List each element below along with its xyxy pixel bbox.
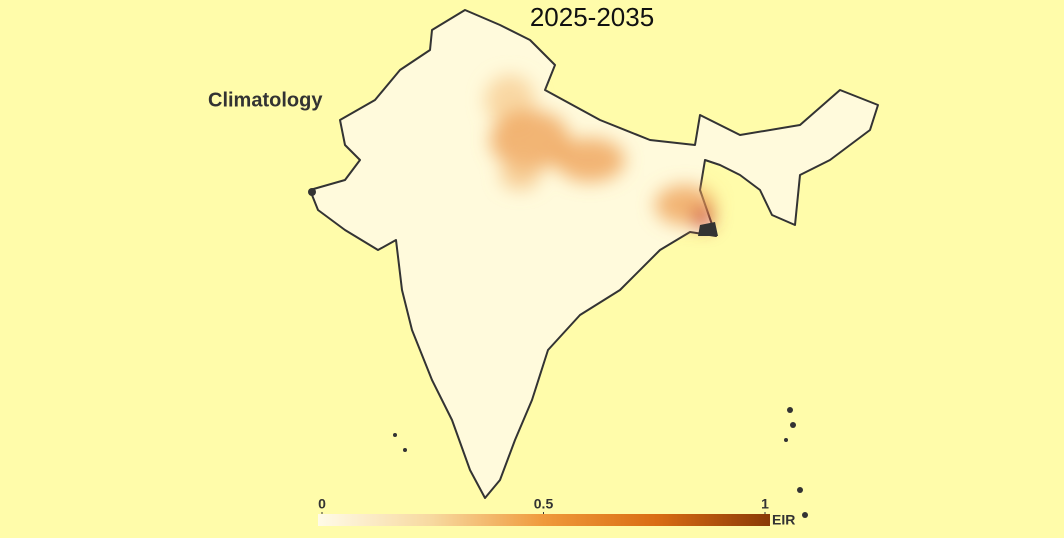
island [787, 407, 793, 413]
colorbar [318, 514, 770, 526]
country-outline [309, 9, 879, 499]
island [308, 188, 316, 196]
map-title: 2025-2035 [530, 2, 654, 32]
heat-blob [490, 110, 570, 170]
heat-overlay [485, 75, 715, 228]
colorbar-label: EIR [772, 512, 795, 528]
colorbar-tick-label: 0.5 [534, 496, 554, 512]
island [393, 433, 397, 437]
map-label: Climatology [208, 89, 323, 111]
heat-blob [500, 160, 540, 190]
colorbar-tick-label: 1 [761, 496, 769, 512]
colorbar-tick-label: 0 [318, 496, 326, 512]
island [802, 512, 808, 518]
island [790, 422, 796, 428]
island [797, 487, 803, 493]
heat-blob [555, 138, 625, 182]
heat-blob [693, 208, 713, 228]
island [403, 448, 407, 452]
island [784, 438, 788, 442]
delta-region [698, 222, 718, 236]
islands [308, 188, 808, 518]
